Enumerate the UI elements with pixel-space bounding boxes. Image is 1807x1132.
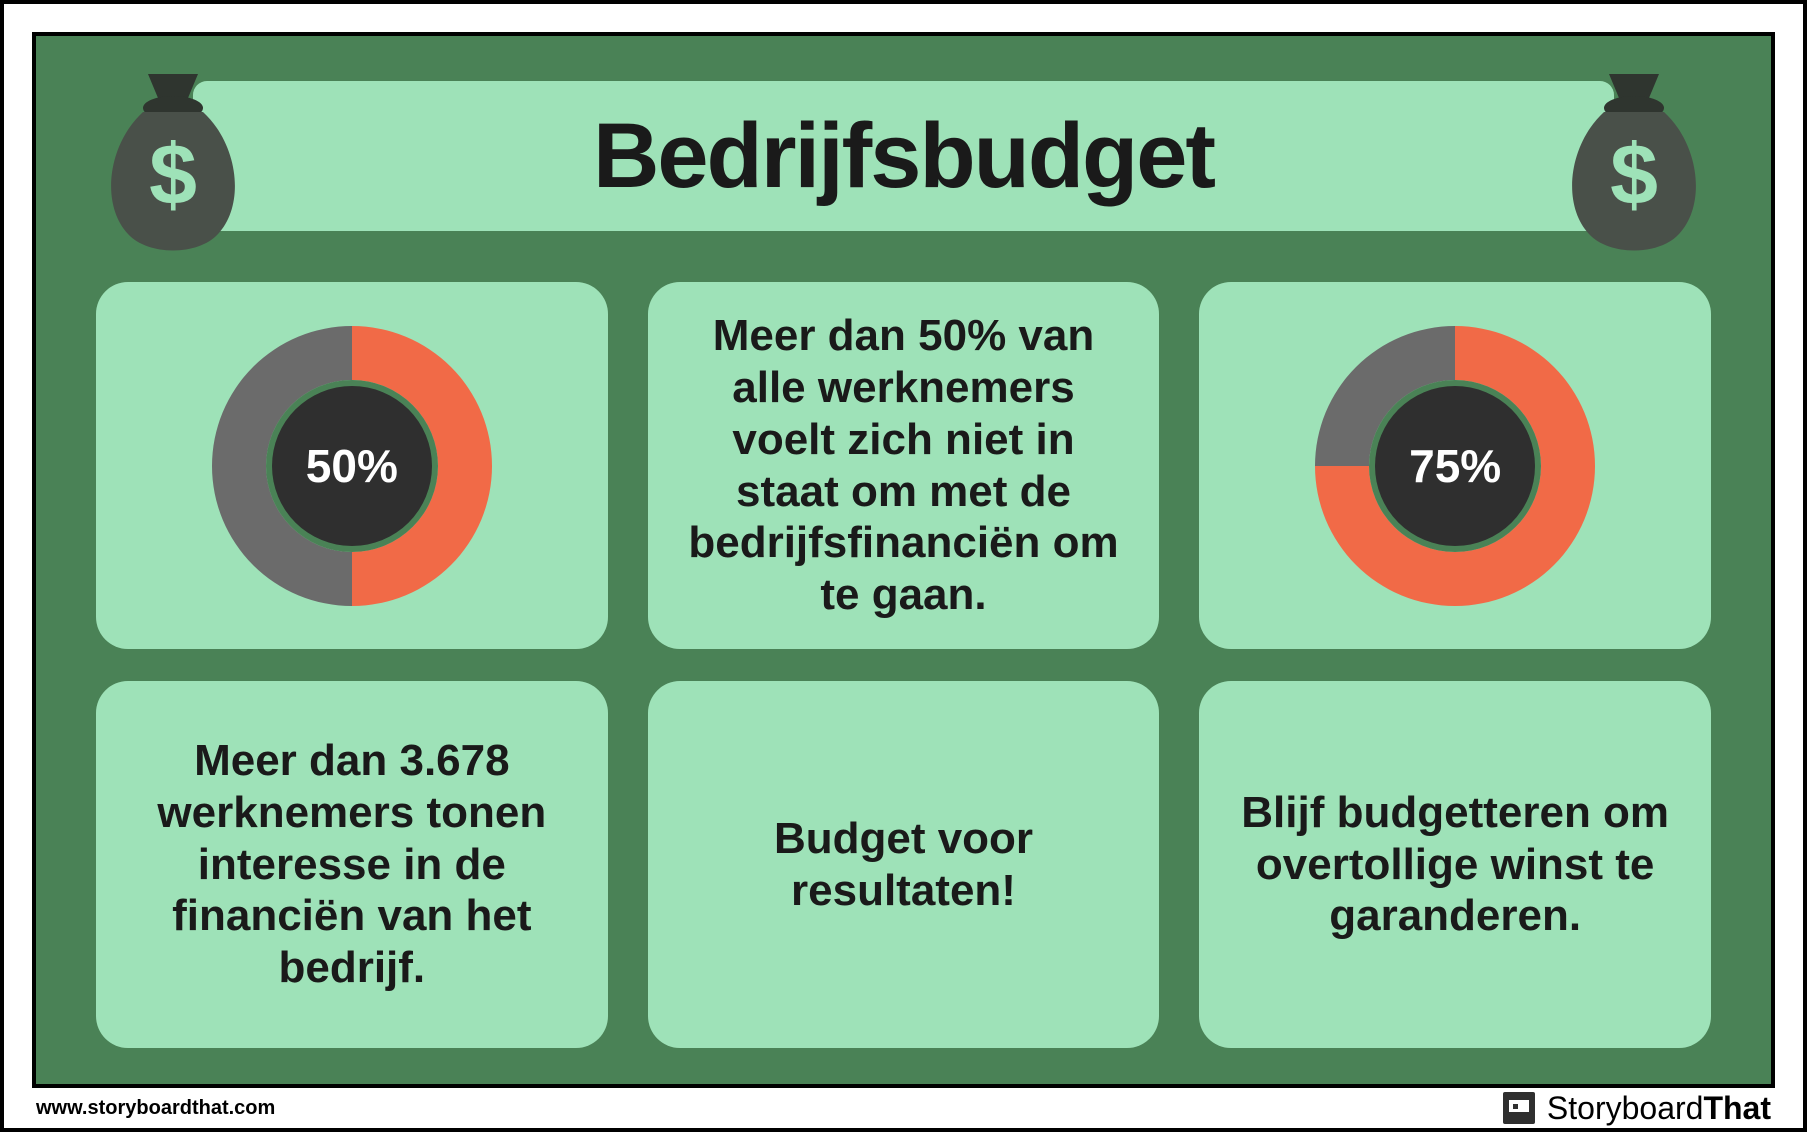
title-bar: Bedrijfsbudget: [193, 81, 1614, 231]
donut-chart-50: 50%: [202, 316, 502, 616]
card-text: Meer dan 50% van alle werknemers voelt z…: [684, 310, 1124, 621]
svg-text:$: $: [149, 127, 197, 223]
brand-logo-icon: [1501, 1090, 1537, 1126]
card-grid: 50% Meer dan 50% van alle werknemers voe…: [96, 282, 1711, 1048]
page-title: Bedrijfsbudget: [593, 104, 1214, 209]
footer-brand: StoryboardThat: [1501, 1090, 1771, 1127]
card-text-bot-left: Meer dan 3.678 werknemers tonen interess…: [96, 681, 608, 1048]
donut-chart-75: 75%: [1305, 316, 1605, 616]
card-text-bot-mid: Budget voor resultaten!: [648, 681, 1160, 1048]
card-text: Budget voor resultaten!: [684, 813, 1124, 917]
money-bag-icon: $: [1549, 64, 1719, 254]
donut-label: 75%: [1305, 316, 1605, 616]
card-donut-50: 50%: [96, 282, 608, 649]
footer-url: www.storyboardthat.com: [36, 1097, 275, 1120]
card-donut-75: 75%: [1199, 282, 1711, 649]
svg-text:$: $: [1610, 127, 1658, 223]
brand-text-bold: That: [1703, 1090, 1771, 1126]
card-text: Blijf budgetteren om overtollige winst t…: [1235, 787, 1675, 943]
footer: www.storyboardthat.com StoryboardThat: [32, 1088, 1775, 1128]
donut-label: 50%: [202, 316, 502, 616]
card-text-top-mid: Meer dan 50% van alle werknemers voelt z…: [648, 282, 1160, 649]
infographic-panel: $ Bedrijfsbudget $ 50% Meer dan 50% van …: [32, 32, 1775, 1088]
card-text-bot-right: Blijf budgetteren om overtollige winst t…: [1199, 681, 1711, 1048]
money-bag-icon: $: [88, 64, 258, 254]
card-text: Meer dan 3.678 werknemers tonen interess…: [132, 735, 572, 995]
brand-text-thin: Storyboard: [1547, 1090, 1704, 1126]
title-row: $ Bedrijfsbudget $: [96, 76, 1711, 236]
outer-frame: $ Bedrijfsbudget $ 50% Meer dan 50% van …: [0, 0, 1807, 1132]
